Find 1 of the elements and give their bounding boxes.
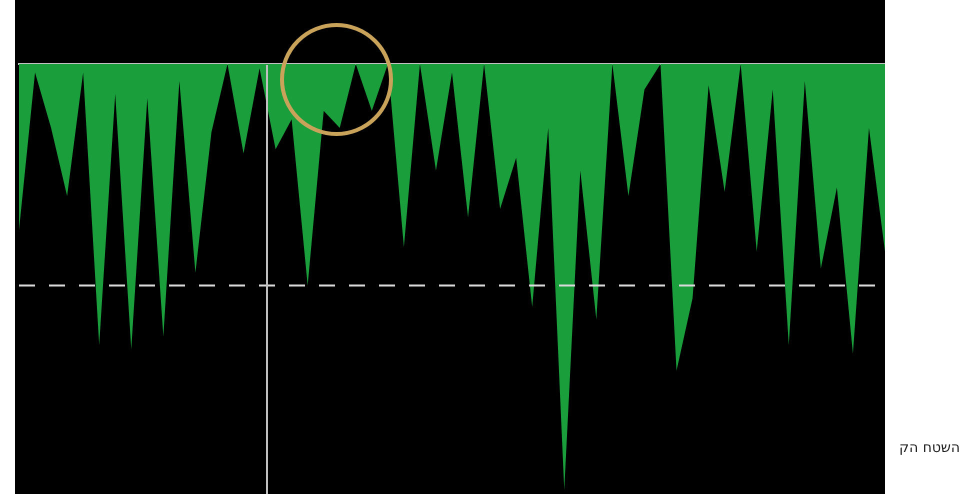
text: השטח הק [899, 440, 960, 456]
